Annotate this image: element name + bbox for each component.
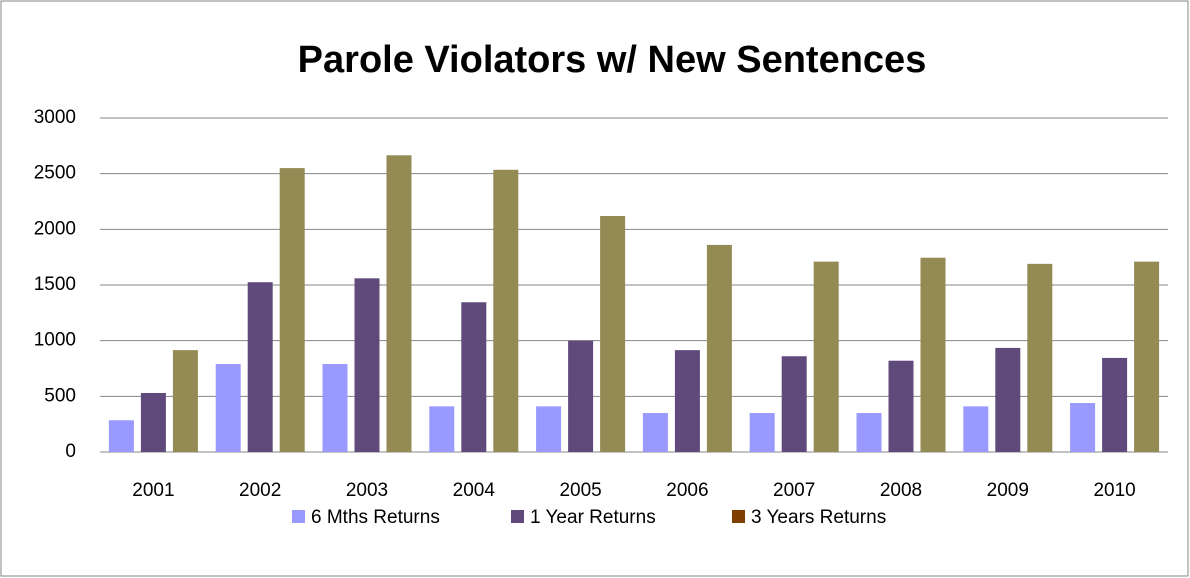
bar <box>888 360 914 452</box>
y-tick-label: 1500 <box>34 274 76 295</box>
x-tick-label: 2002 <box>239 480 281 501</box>
legend-swatch <box>511 510 524 523</box>
bar <box>1102 357 1128 452</box>
bar <box>172 350 198 452</box>
bar <box>963 406 989 452</box>
legend-label: 6 Mths Returns <box>311 507 440 528</box>
bar <box>140 392 166 452</box>
bar <box>429 406 455 452</box>
legend-swatch <box>292 510 305 523</box>
x-tick-label: 2010 <box>1093 480 1135 501</box>
bar <box>856 413 882 452</box>
x-tick-label: 2009 <box>987 480 1029 501</box>
y-tick-label: 2000 <box>34 218 76 239</box>
x-tick-label: 2007 <box>773 480 815 501</box>
bar <box>215 364 241 452</box>
bar <box>247 282 273 452</box>
x-tick-label: 2001 <box>132 480 174 501</box>
bar <box>354 278 380 452</box>
bar <box>279 168 305 452</box>
x-tick-label: 2006 <box>666 480 708 501</box>
bar <box>642 413 668 452</box>
bar <box>1070 403 1096 452</box>
bar <box>813 261 839 452</box>
x-tick-label: 2003 <box>346 480 388 501</box>
bar <box>706 244 732 452</box>
bar <box>995 347 1021 452</box>
x-tick-label: 2008 <box>880 480 922 501</box>
bar <box>108 420 134 452</box>
bar <box>568 340 594 452</box>
x-tick-label: 2005 <box>559 480 601 501</box>
bar <box>781 356 807 452</box>
legend-label: 1 Year Returns <box>530 507 656 528</box>
bar <box>674 350 700 452</box>
bar <box>1027 263 1053 452</box>
x-tick-label: 2004 <box>453 480 496 501</box>
y-tick-label: 1000 <box>34 330 76 351</box>
bar <box>600 215 626 452</box>
legend-swatch <box>732 510 745 523</box>
chart-title: Parole Violators w/ New Sentences <box>298 39 927 81</box>
bar <box>536 406 562 452</box>
y-tick-label: 500 <box>44 385 76 406</box>
legend-label: 3 Years Returns <box>751 507 886 528</box>
bar <box>386 155 412 452</box>
bar <box>749 413 775 452</box>
bar <box>1134 261 1160 452</box>
bar <box>920 257 946 452</box>
bar <box>461 302 487 452</box>
bar <box>322 364 348 452</box>
bar <box>493 169 519 452</box>
y-tick-label: 0 <box>65 441 76 462</box>
y-tick-label: 3000 <box>34 107 76 128</box>
y-tick-label: 2500 <box>34 163 76 184</box>
